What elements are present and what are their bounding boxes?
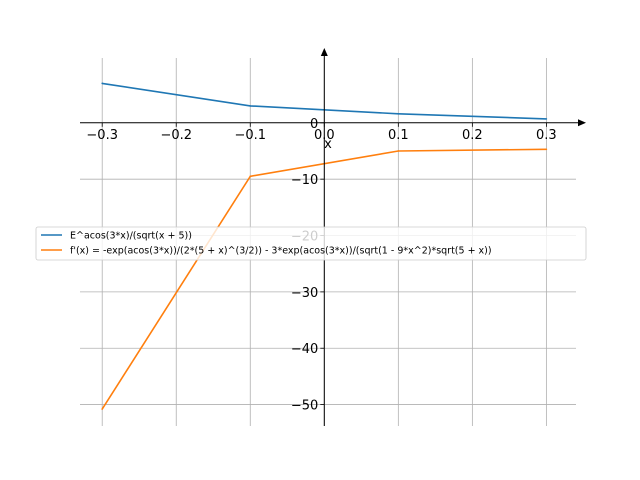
x-axis-label: x — [324, 137, 332, 152]
y-tick-label: 0 — [310, 117, 318, 132]
x-tick-label: −0.3 — [86, 128, 118, 143]
series-1-point — [101, 82, 104, 85]
x-tick-label: 0.2 — [462, 128, 483, 143]
series-2-point — [545, 148, 548, 151]
series-1-point — [249, 105, 252, 107]
x-tick-label: −0.2 — [160, 128, 192, 143]
x-tick-label: 0.1 — [388, 128, 409, 143]
y-tick-label: −40 — [291, 342, 318, 357]
y-axis-arrow — [320, 48, 328, 56]
x-tick-label: 0.3 — [536, 128, 557, 143]
tick-labels: −0.3−0.2−0.10.00.10.20.30−10−20−30−40−50 — [86, 117, 556, 414]
x-tick-label: 0.0 — [314, 128, 335, 143]
series-2-point — [397, 150, 400, 152]
legend: E^acos(3*x)/(sqrt(x + 5)) f'(x) = -exp(ac… — [35, 226, 587, 261]
series-1-point — [545, 118, 548, 120]
legend-label: f'(x) = -exp(acos(3*x))/(2*(5 + x)^(3/2)… — [70, 246, 492, 257]
series-1-point — [397, 112, 400, 115]
series-2-point — [249, 175, 252, 178]
series-2-point — [101, 408, 104, 410]
y-tick-label: −30 — [291, 286, 318, 301]
y-tick-label: −10 — [291, 173, 318, 188]
legend-label: E^acos(3*x)/(sqrt(x + 5)) — [70, 231, 192, 242]
legend-box — [35, 226, 587, 261]
x-tick-label: −0.1 — [234, 128, 266, 143]
x-axis-arrow — [578, 119, 586, 127]
y-tick-label: −50 — [291, 399, 318, 414]
